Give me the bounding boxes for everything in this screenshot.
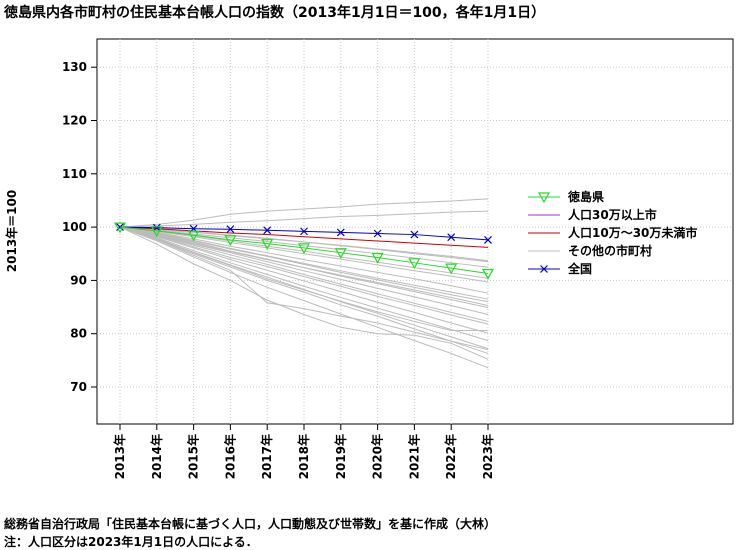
y-tick-label: 110 xyxy=(62,167,87,181)
other-municipality-line xyxy=(119,226,489,263)
tokushima-point xyxy=(187,230,200,242)
other-municipality-line xyxy=(119,226,489,350)
x-marker-stroke xyxy=(410,230,419,239)
legend-label-tokushima: 徳島県 xyxy=(567,189,604,204)
x-marker-stroke xyxy=(263,226,272,235)
x-marker-stroke xyxy=(226,225,235,234)
other-municipality-line xyxy=(119,226,489,309)
footnote: 注：人口区分は2023年1月1日の人口による． xyxy=(4,535,258,549)
legend-marker-national xyxy=(540,265,548,273)
y-tick-label: 100 xyxy=(62,220,87,234)
other-municipality-line xyxy=(119,226,489,306)
x-tick-label: 2016年 xyxy=(222,434,237,479)
other-municipality-line xyxy=(119,226,489,294)
y-tick-label: 80 xyxy=(70,327,87,341)
x-marker-stroke xyxy=(373,229,382,238)
y-tick-label: 120 xyxy=(62,114,87,128)
x-tick-label: 2017年 xyxy=(259,434,274,479)
tokushima-point xyxy=(445,263,458,275)
national-point xyxy=(152,223,161,232)
national-point xyxy=(484,235,492,244)
x-marker-stroke xyxy=(152,223,161,232)
main-series-lines xyxy=(113,222,495,280)
other-municipality-line xyxy=(119,226,489,334)
x-marker-stroke xyxy=(300,227,308,236)
chart-title: 徳島県内各市町村の住民基本台帳人口の指数（2013年1月1日＝100，各年1月1… xyxy=(4,5,546,21)
national-point xyxy=(373,229,382,238)
national-point xyxy=(410,230,419,239)
y-axis-label: 2013年＝100 xyxy=(4,190,19,272)
tokushima-point xyxy=(261,239,274,250)
x-marker-stroke xyxy=(447,233,456,242)
other-municipality-line xyxy=(119,226,489,315)
x-tick-label: 2013年 xyxy=(112,434,127,479)
other-municipality-line xyxy=(119,198,489,228)
other-municipality-line xyxy=(119,226,489,360)
tokushima-series-line xyxy=(119,226,489,274)
tokushima-point xyxy=(224,235,237,247)
legend-label-national: 全国 xyxy=(567,261,592,276)
x-marker-stroke xyxy=(540,265,548,273)
legend-label-mid_city: 人口10万～30万未満市 xyxy=(568,225,697,240)
other-municipality-line xyxy=(119,210,489,228)
x-tick-label: 2014年 xyxy=(149,434,164,479)
y-tick-label: 130 xyxy=(62,60,87,74)
national-point xyxy=(300,227,308,236)
source-note: 総務省自治行政局「住民基本台帳に基づく人口，人口動態及び世帯数」を基に作成（大林… xyxy=(4,517,497,531)
other-municipality-lines xyxy=(119,198,489,369)
other-municipality-line xyxy=(119,226,489,369)
other-municipality-line xyxy=(119,226,489,268)
other-municipality-line xyxy=(119,226,489,342)
line-chart: 70 80 90 100 110 120 130 2013年 2014年 2015年 2016年 20… xyxy=(4,38,734,479)
national-point xyxy=(447,233,456,242)
x-tick-label: 2018年 xyxy=(296,434,311,479)
x-marker-stroke xyxy=(484,235,492,244)
other-municipality-line xyxy=(119,226,489,303)
national-point xyxy=(336,228,345,237)
national-point xyxy=(226,225,235,234)
mid-city-series-line xyxy=(119,226,489,248)
y-tick-label: 70 xyxy=(70,380,87,394)
x-tick-label: 2022年 xyxy=(443,434,458,479)
other-municipality-line xyxy=(119,226,489,300)
x-tick-label: 2020年 xyxy=(370,434,385,479)
legend-label-big_city: 人口30万以上市 xyxy=(568,207,657,222)
tokushima-point xyxy=(150,226,163,238)
tokushima-point xyxy=(334,248,347,259)
other-municipality-line xyxy=(119,226,489,325)
legend-label-other: その他の市町村 xyxy=(568,243,652,258)
other-municipality-line xyxy=(119,226,489,351)
tokushima-point xyxy=(113,222,127,234)
tokushima-point xyxy=(481,268,495,280)
x-tick-label: 2015年 xyxy=(186,434,201,479)
tokushima-point xyxy=(408,258,421,270)
x-marker-stroke xyxy=(336,228,345,237)
x-tick-label: 2021年 xyxy=(406,434,421,479)
other-municipality-line xyxy=(119,226,489,354)
tokushima-point xyxy=(297,243,311,255)
national-point xyxy=(263,226,272,235)
legend-marker-tokushima xyxy=(537,192,551,204)
axes: 70 80 90 100 110 120 130 2013年 2014年 2015年 2016年 20… xyxy=(62,60,495,479)
plot-frame xyxy=(96,38,734,425)
other-municipality-line xyxy=(119,226,489,322)
x-tick-label: 2023年 xyxy=(480,434,495,479)
x-tick-label: 2019年 xyxy=(333,434,348,479)
y-tick-label: 90 xyxy=(70,273,87,287)
tokushima-point xyxy=(371,252,384,264)
